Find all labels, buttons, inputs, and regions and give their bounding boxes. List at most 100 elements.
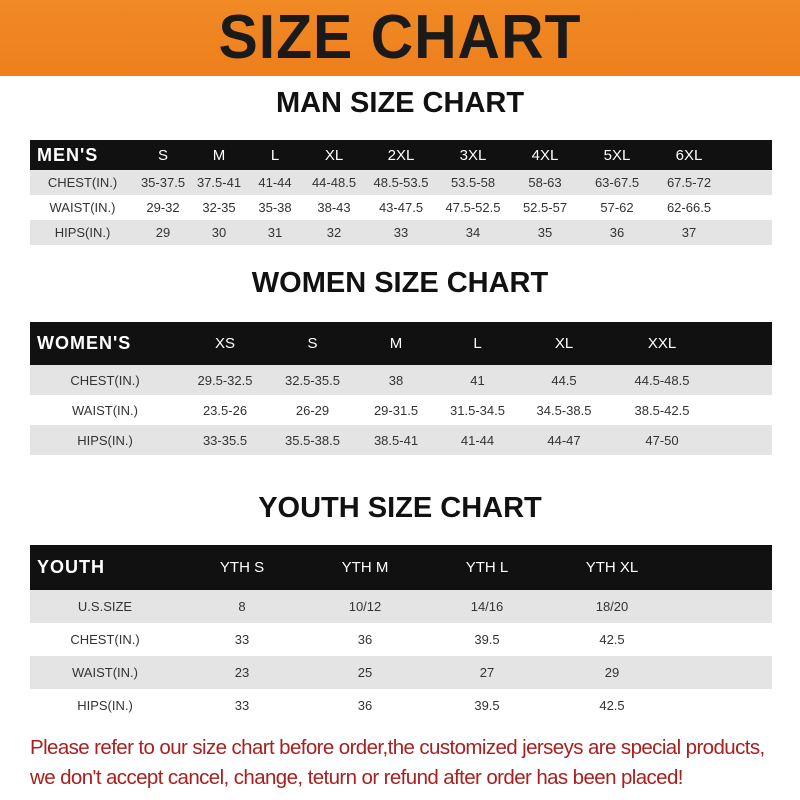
table-cell: 32-35 — [191, 195, 247, 220]
table-title-cell: YOUTH — [30, 545, 180, 590]
filler-cell — [676, 656, 772, 689]
table-cell: 47.5-52.5 — [437, 195, 509, 220]
table-title-cell: WOMEN'S — [30, 322, 180, 365]
size-header-cell: 6XL — [653, 140, 725, 170]
size-header-cell: XL — [303, 140, 365, 170]
table-cell: 39.5 — [426, 689, 548, 722]
table-cell: 38 — [355, 365, 437, 395]
table-cell: 8 — [180, 590, 304, 623]
women-chart-title: WOMEN SIZE CHART — [251, 267, 549, 299]
notice-line-2: we don't accept cancel, change, teturn o… — [30, 766, 683, 789]
table-cell: 52.5-57 — [509, 195, 581, 220]
table-cell: 18/20 — [548, 590, 676, 623]
table-cell: 42.5 — [548, 623, 676, 656]
row-label: CHEST(IN.) — [30, 170, 135, 195]
table-cell: 29.5-32.5 — [180, 365, 270, 395]
row-label: WAIST(IN.) — [30, 656, 180, 689]
row-label: WAIST(IN.) — [30, 195, 135, 220]
row-label: U.S.SIZE — [30, 590, 180, 623]
size-header-cell: L — [437, 322, 518, 365]
table-cell: 29 — [135, 220, 191, 245]
table-row: U.S.SIZE 8 10/12 14/16 18/20 — [30, 590, 772, 623]
table-header-row: MEN'S S M L XL 2XL 3XL 4XL 5XL 6XL — [30, 140, 772, 170]
size-header-cell: 5XL — [581, 140, 653, 170]
table-cell: 38-43 — [303, 195, 365, 220]
table-cell: 39.5 — [426, 623, 548, 656]
size-header-cell: S — [270, 322, 355, 365]
size-header-cell: YTH M — [304, 545, 426, 590]
table-cell: 29-31.5 — [355, 395, 437, 425]
row-label: HIPS(IN.) — [30, 425, 180, 455]
size-header-cell: M — [191, 140, 247, 170]
filler-cell — [676, 590, 772, 623]
table-cell: 37 — [653, 220, 725, 245]
filler-cell — [714, 365, 772, 395]
size-header-cell: XS — [180, 322, 270, 365]
filler-cell — [714, 425, 772, 455]
size-header-cell: YTH S — [180, 545, 304, 590]
table-cell: 62-66.5 — [653, 195, 725, 220]
banner: SIZE CHART — [0, 0, 800, 76]
table-cell: 33 — [180, 689, 304, 722]
table-cell: 14/16 — [426, 590, 548, 623]
row-label: CHEST(IN.) — [30, 365, 180, 395]
filler-cell — [676, 623, 772, 656]
table-cell: 31 — [247, 220, 303, 245]
row-label: WAIST(IN.) — [30, 395, 180, 425]
table-cell: 58-63 — [509, 170, 581, 195]
table-cell: 33 — [365, 220, 437, 245]
table-cell: 47-50 — [610, 425, 714, 455]
size-header-cell: 4XL — [509, 140, 581, 170]
table-cell: 23 — [180, 656, 304, 689]
size-header-cell: XXL — [610, 322, 714, 365]
table-cell: 27 — [426, 656, 548, 689]
table-row: WAIST(IN.) 29-32 32-35 35-38 38-43 43-47.5 47.… — [30, 195, 772, 220]
table-cell: 63-67.5 — [581, 170, 653, 195]
size-header-cell: YTH L — [426, 545, 548, 590]
table-cell: 36 — [304, 689, 426, 722]
filler-cell — [725, 220, 772, 245]
table-cell: 41-44 — [437, 425, 518, 455]
table-cell: 26-29 — [270, 395, 355, 425]
table-cell: 25 — [304, 656, 426, 689]
table-cell: 43-47.5 — [365, 195, 437, 220]
women-size-table: WOMEN'S XS S M L XL XXL CHEST(IN.) 29.5-32.5 32.5… — [30, 322, 772, 455]
size-header-cell: YTH XL — [548, 545, 676, 590]
table-cell: 23.5-26 — [180, 395, 270, 425]
filler-cell — [714, 322, 772, 365]
table-cell: 32 — [303, 220, 365, 245]
table-cell: 41 — [437, 365, 518, 395]
filler-cell — [725, 140, 772, 170]
table-cell: 31.5-34.5 — [437, 395, 518, 425]
table-cell: 41-44 — [247, 170, 303, 195]
notice-line-1: Please refer to our size chart before or… — [30, 736, 765, 759]
table-row: WAIST(IN.) 23 25 27 29 — [30, 656, 772, 689]
table-cell: 48.5-53.5 — [365, 170, 437, 195]
table-cell: 37.5-41 — [191, 170, 247, 195]
row-label: HIPS(IN.) — [30, 220, 135, 245]
banner-title: SIZE CHART — [218, 3, 582, 72]
table-cell: 35-38 — [247, 195, 303, 220]
table-row: WAIST(IN.) 23.5-26 26-29 29-31.5 31.5-34.5 34… — [30, 395, 772, 425]
row-label: HIPS(IN.) — [30, 689, 180, 722]
filler-cell — [676, 545, 772, 590]
youth-chart-title: YOUTH SIZE CHART — [258, 492, 542, 524]
size-header-cell: 2XL — [365, 140, 437, 170]
table-cell: 33-35.5 — [180, 425, 270, 455]
youth-size-table: YOUTH YTH S YTH M YTH L YTH XL U.S.SIZE 8 10/12… — [30, 545, 772, 722]
table-cell: 35-37.5 — [135, 170, 191, 195]
table-cell: 36 — [581, 220, 653, 245]
table-row: HIPS(IN.) 29 30 31 32 33 34 35 36 37 — [30, 220, 772, 245]
table-cell: 10/12 — [304, 590, 426, 623]
table-cell: 35.5-38.5 — [270, 425, 355, 455]
table-cell: 38.5-42.5 — [610, 395, 714, 425]
table-cell: 53.5-58 — [437, 170, 509, 195]
table-cell: 29-32 — [135, 195, 191, 220]
size-header-cell: XL — [518, 322, 610, 365]
size-header-cell: 3XL — [437, 140, 509, 170]
table-cell: 34 — [437, 220, 509, 245]
filler-cell — [725, 170, 772, 195]
table-cell: 42.5 — [548, 689, 676, 722]
table-cell: 34.5-38.5 — [518, 395, 610, 425]
table-row: HIPS(IN.) 33-35.5 35.5-38.5 38.5-41 41-44 44-… — [30, 425, 772, 455]
